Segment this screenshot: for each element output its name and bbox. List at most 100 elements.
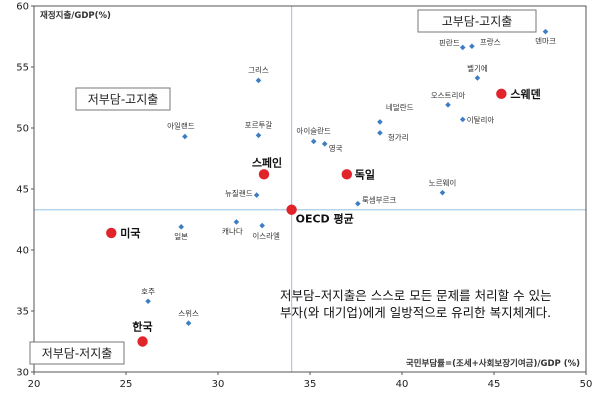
point-label: OECD 평균 (296, 212, 354, 226)
x-tick-label: 35 (304, 379, 317, 390)
quadrant-label-text: 저부담-저지출 (42, 347, 113, 361)
data-point: 아일랜드 (167, 121, 195, 140)
point-label: 헝가리 (388, 133, 409, 142)
point-label: 네덜란드 (386, 102, 414, 112)
diamond-marker (459, 116, 466, 123)
diamond-marker (445, 102, 451, 108)
point-label: 이탈리아 (467, 114, 495, 124)
diamond-marker (178, 224, 184, 230)
point-label: 오스트리아 (431, 90, 466, 100)
quadrant-label-top-right: 고부담-고지출 (417, 9, 537, 33)
diamond-marker (255, 132, 262, 139)
data-point: 호주 (141, 287, 155, 305)
data-point: 일본 (174, 224, 188, 241)
diamond-marker (474, 75, 481, 81)
x-tick-label: 30 (212, 379, 225, 390)
point-label: 호주 (141, 287, 155, 296)
point-label: 캐나다 (222, 227, 243, 236)
diamond-marker (469, 43, 475, 50)
diamond-marker (233, 219, 240, 225)
data-point: 핀란드 (439, 37, 466, 51)
point-label: 독일 (355, 167, 375, 181)
data-point: 이스라엘 (252, 222, 280, 241)
x-tick-label: 40 (396, 379, 409, 390)
data-point: 룩셈부르크 (355, 196, 396, 207)
annotation-line-1: 저부담–저지출은 스스로 모든 문제를 처리할 수 있는 (280, 288, 552, 303)
data-point: 오스트리아 (431, 90, 466, 108)
highlight-marker (341, 169, 352, 180)
point-label: 스페인 (252, 155, 282, 169)
quadrant-label-text: 고부담-고지출 (442, 15, 513, 29)
data-point: 독일 (341, 167, 375, 181)
data-point: 캐나다 (222, 219, 243, 236)
data-point: 한국 (132, 320, 153, 347)
data-point: 이탈리아 (459, 114, 495, 124)
diamond-marker (542, 28, 549, 35)
diamond-marker (310, 138, 317, 145)
point-label: 스위스 (178, 309, 199, 318)
highlight-marker (137, 336, 148, 347)
data-point: 네덜란드 (377, 102, 414, 125)
data-point: 덴마크 (535, 28, 556, 46)
data-point: 스웨덴 (496, 87, 541, 101)
point-label: 이스라엘 (252, 231, 280, 241)
diamond-marker (259, 222, 265, 229)
diamond-marker (185, 320, 192, 326)
annotation-note: 저부담–저지출은 스스로 모든 문제를 처리할 수 있는 부자(와 대기업)에게… (280, 287, 598, 321)
data-point: 영국 (321, 141, 343, 153)
data-point: 뉴질랜드 (225, 188, 260, 198)
diamond-marker (439, 189, 446, 196)
diamond-marker (145, 298, 151, 305)
diamond-marker (253, 192, 260, 198)
x-tick-label: 20 (28, 379, 41, 390)
quadrant-label-top-left: 저부담-고지출 (75, 87, 171, 111)
data-point: 아이슬란드 (296, 125, 331, 145)
diamond-marker (321, 141, 328, 147)
point-label: 영국 (329, 143, 343, 153)
reference-lines (34, 6, 586, 372)
point-label: 그리스 (248, 65, 269, 74)
point-label: 스웨덴 (510, 87, 540, 101)
highlight-marker (106, 227, 117, 239)
diamond-marker (255, 77, 262, 84)
diamond-marker (377, 119, 383, 125)
diamond-marker (459, 44, 466, 51)
point-label: 한국 (132, 320, 152, 334)
data-point: 미국 (106, 226, 141, 240)
point-label: 아이슬란드 (296, 125, 331, 135)
y-tick-label: 40 (16, 246, 29, 257)
diamond-marker (355, 200, 361, 207)
x-tick-label: 50 (580, 379, 593, 390)
x-axis-title: 국민부담률=(조세+사회보장기여금)/GDP (%) (406, 358, 580, 369)
y-tick-label: 50 (16, 124, 29, 135)
y-axis-title: 재정지출/GDP(%) (40, 10, 111, 21)
x-tick-label: 45 (488, 379, 501, 390)
data-point: 포르투갈 (245, 120, 272, 139)
data-point: 스위스 (178, 309, 199, 326)
diamond-marker (182, 133, 188, 140)
point-label: 아일랜드 (167, 121, 195, 131)
y-tick-label: 35 (16, 307, 29, 318)
point-label: 핀란드 (439, 37, 460, 47)
point-label: 덴마크 (535, 37, 556, 46)
highlight-marker (258, 169, 270, 180)
point-label: 뉴질랜드 (225, 188, 253, 198)
axis-ticks: 20 25 30 35 40 45 50 30 35 40 45 50 55 60 (16, 2, 592, 391)
data-point: 스페인 (252, 155, 282, 180)
point-label: 룩셈부르크 (362, 196, 397, 205)
x-tick-label: 25 (120, 379, 133, 390)
y-tick-label: 55 (16, 63, 29, 74)
annotation-line-2: 부자(와 대기업)에게 일방적으로 유리한 복지체계다. (280, 305, 552, 320)
y-tick-label: 30 (16, 368, 29, 379)
point-label: 벨기에 (467, 64, 488, 73)
data-point: 헝가리 (377, 130, 409, 142)
data-point: 그리스 (248, 65, 269, 84)
point-label: 프랑스 (480, 37, 501, 46)
y-tick-label: 60 (16, 2, 29, 13)
data-point: 노르웨이 (429, 178, 456, 196)
point-label: 미국 (120, 226, 140, 240)
highlight-marker (286, 204, 297, 215)
